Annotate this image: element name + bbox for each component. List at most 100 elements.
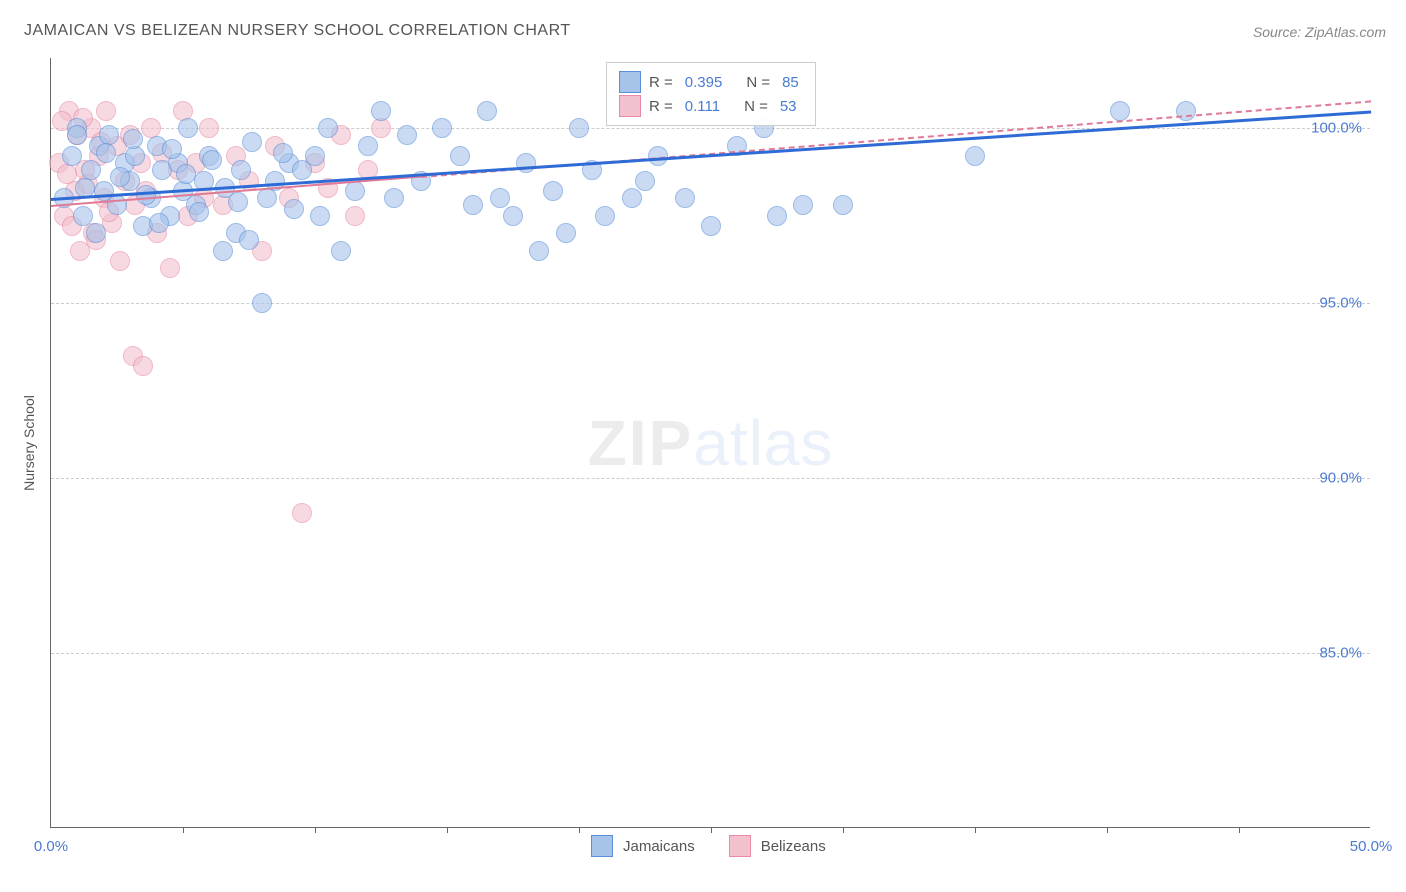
scatter-point <box>189 202 209 222</box>
r-value: 0.111 <box>685 98 720 115</box>
scatter-point <box>397 125 417 145</box>
scatter-point <box>595 206 615 226</box>
n-label: N = <box>744 98 768 115</box>
scatter-point <box>622 188 642 208</box>
scatter-point <box>463 195 483 215</box>
r-value: 0.395 <box>685 74 723 91</box>
x-tick <box>975 827 976 833</box>
chart-title: JAMAICAN VS BELIZEAN NURSERY SCHOOL CORR… <box>24 22 571 40</box>
scatter-point <box>358 136 378 156</box>
legend-label: Belizeans <box>761 838 826 855</box>
scatter-point <box>284 199 304 219</box>
scatter-point <box>384 188 404 208</box>
scatter-point <box>86 223 106 243</box>
n-value: 53 <box>780 98 797 115</box>
scatter-point <box>569 118 589 138</box>
scatter-point <box>371 101 391 121</box>
scatter-point <box>231 160 251 180</box>
scatter-point <box>160 258 180 278</box>
r-label: R = <box>649 74 673 91</box>
x-tick <box>1107 827 1108 833</box>
scatter-point <box>1110 101 1130 121</box>
scatter-point <box>432 118 452 138</box>
scatter-point <box>162 139 182 159</box>
stats-legend: R = 0.395 N = 85 R = 0.111 N = 53 <box>606 62 816 126</box>
gridline <box>51 128 1370 129</box>
y-axis-label: Nursery School <box>21 395 37 491</box>
x-tick <box>315 827 316 833</box>
n-label: N = <box>746 74 770 91</box>
gridline <box>51 478 1370 479</box>
scatter-point <box>228 192 248 212</box>
scatter-point <box>310 206 330 226</box>
scatter-point <box>133 356 153 376</box>
watermark-zip: ZIP <box>588 407 694 479</box>
scatter-point <box>635 171 655 191</box>
correlation-chart: JAMAICAN VS BELIZEAN NURSERY SCHOOL CORR… <box>10 10 1396 882</box>
legend-label: Jamaicans <box>623 838 695 855</box>
scatter-point <box>96 143 116 163</box>
x-tick <box>711 827 712 833</box>
y-tick-label: 100.0% <box>1311 120 1362 137</box>
scatter-point <box>345 181 365 201</box>
scatter-point <box>477 101 497 121</box>
gridline <box>51 303 1370 304</box>
scatter-point <box>67 125 87 145</box>
scatter-point <box>110 251 130 271</box>
scatter-point <box>701 216 721 236</box>
scatter-point <box>176 164 196 184</box>
scatter-point <box>57 164 77 184</box>
scatter-point <box>345 206 365 226</box>
x-tick <box>183 827 184 833</box>
n-value: 85 <box>782 74 799 91</box>
legend-swatch <box>619 95 641 117</box>
scatter-point <box>273 143 293 163</box>
scatter-point <box>305 146 325 166</box>
scatter-point <box>242 132 262 152</box>
scatter-point <box>965 146 985 166</box>
scatter-point <box>450 146 470 166</box>
scatter-point <box>793 195 813 215</box>
x-tick <box>1239 827 1240 833</box>
scatter-point <box>543 181 563 201</box>
scatter-point <box>149 213 169 233</box>
scatter-point <box>833 195 853 215</box>
stats-legend-row: R = 0.395 N = 85 <box>619 71 803 93</box>
scatter-point <box>62 146 82 166</box>
x-end-label: 50.0% <box>1350 838 1393 855</box>
stats-legend-row: R = 0.111 N = 53 <box>619 95 803 117</box>
x-tick <box>447 827 448 833</box>
scatter-point <box>675 188 695 208</box>
scatter-point <box>202 150 222 170</box>
scatter-point <box>331 241 351 261</box>
y-tick-label: 90.0% <box>1319 470 1362 487</box>
watermark-atlas: atlas <box>693 407 833 479</box>
legend-swatch <box>729 835 751 857</box>
scatter-point <box>110 167 130 187</box>
chart-source: Source: ZipAtlas.com <box>1253 24 1386 40</box>
y-tick-label: 95.0% <box>1319 295 1362 312</box>
legend-swatch <box>591 835 613 857</box>
r-label: R = <box>649 98 673 115</box>
scatter-point <box>318 118 338 138</box>
scatter-point <box>529 241 549 261</box>
scatter-point <box>123 129 143 149</box>
scatter-point <box>371 118 391 138</box>
scatter-point <box>292 503 312 523</box>
plot-area: Nursery School ZIPatlas 85.0%90.0%95.0%1… <box>50 58 1370 828</box>
scatter-point <box>556 223 576 243</box>
scatter-point <box>213 241 233 261</box>
scatter-point <box>252 293 272 313</box>
scatter-point <box>239 230 259 250</box>
scatter-point <box>125 146 145 166</box>
scatter-point <box>503 206 523 226</box>
watermark: ZIPatlas <box>588 406 834 480</box>
scatter-point <box>96 101 116 121</box>
x-tick <box>843 827 844 833</box>
gridline <box>51 653 1370 654</box>
y-tick-label: 85.0% <box>1319 645 1362 662</box>
x-tick <box>579 827 580 833</box>
scatter-point <box>199 118 219 138</box>
legend-swatch <box>619 71 641 93</box>
scatter-point <box>257 188 277 208</box>
